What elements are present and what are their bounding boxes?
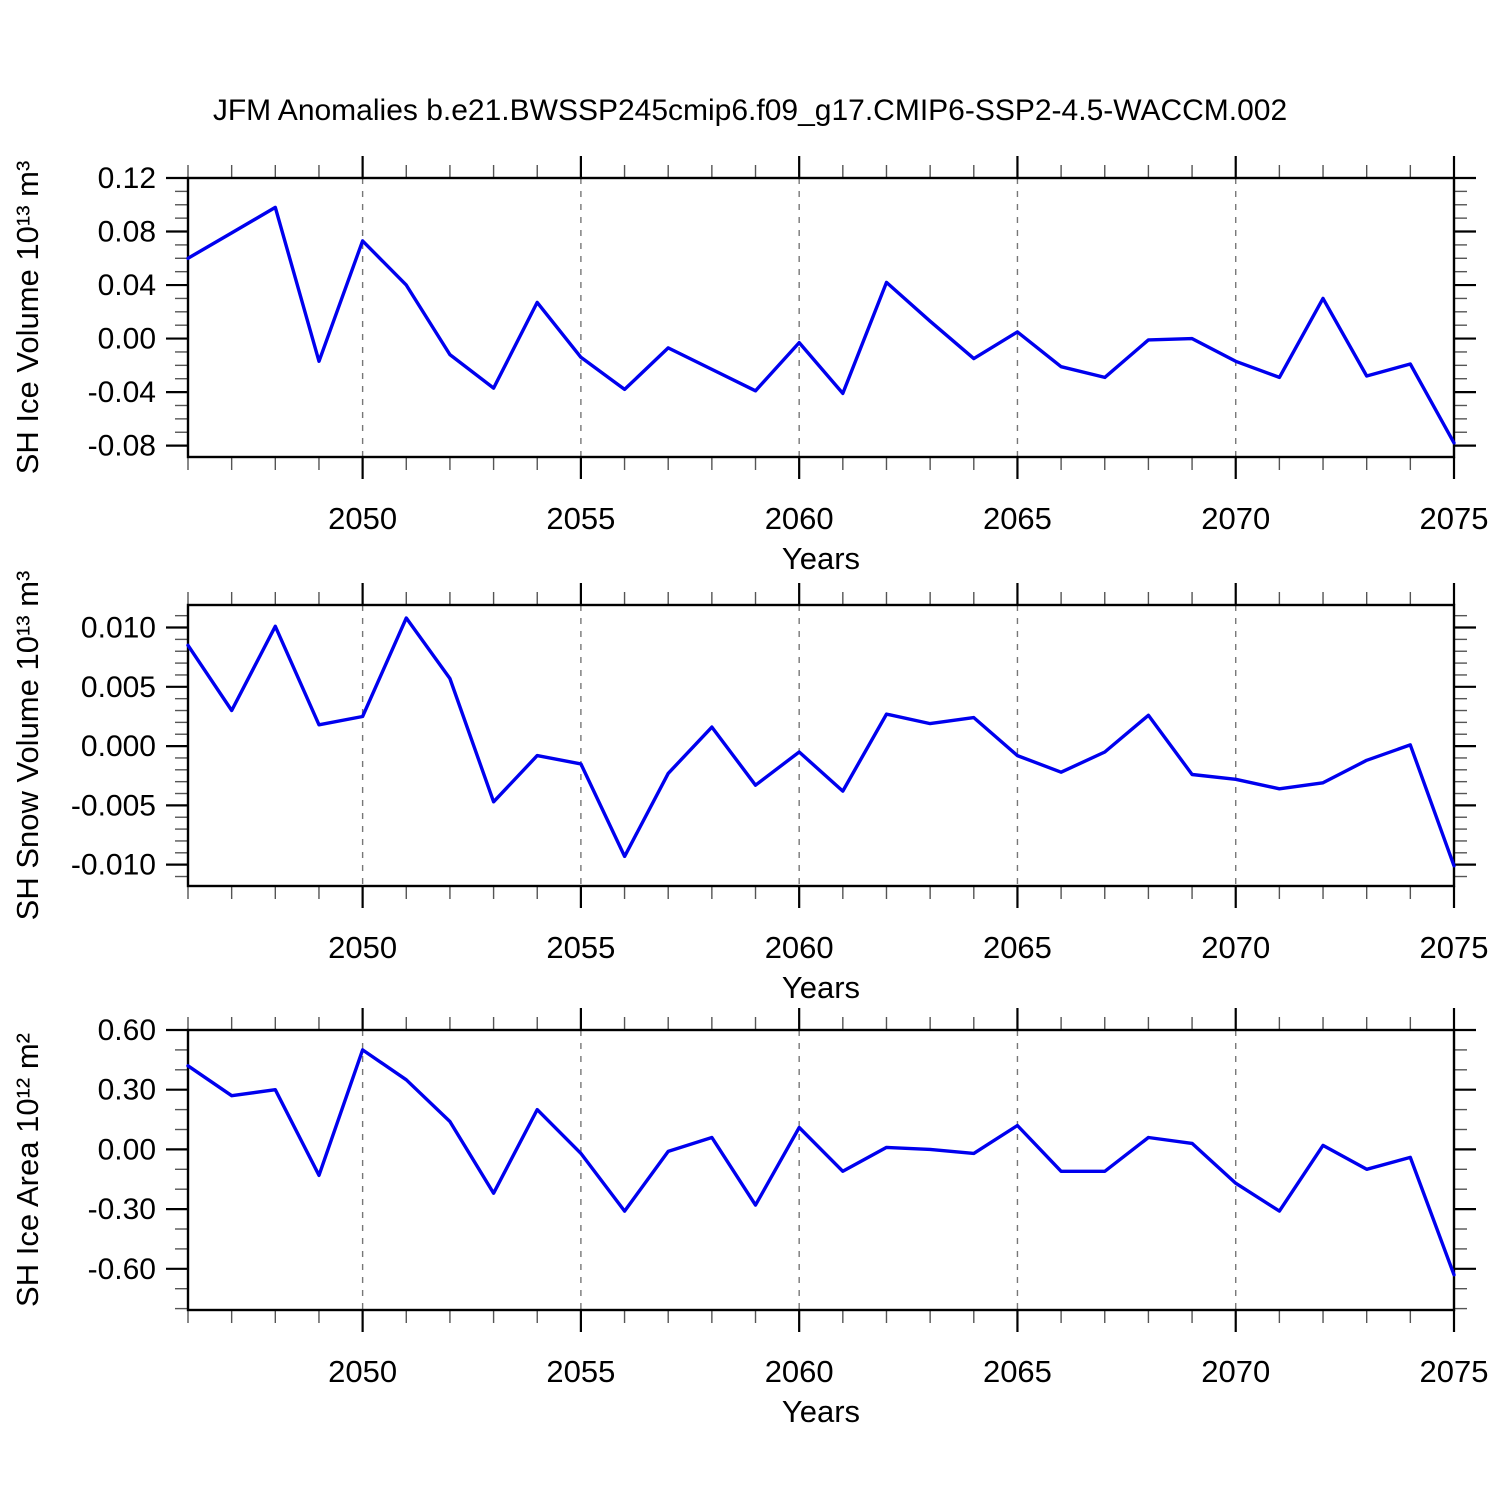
x-tick-label: 2060 (765, 501, 834, 536)
panel-frame (186, 176, 1456, 459)
y-tick-label: -0.010 (71, 849, 156, 882)
x-tick-label: 2055 (546, 930, 615, 965)
x-tick-label: 2065 (983, 1354, 1052, 1389)
y-tick-label: 0.000 (81, 730, 156, 763)
y-tick-label: 0.00 (98, 323, 156, 356)
y-axis-label: SH Ice Volume 10¹³ m³ (10, 161, 45, 475)
x-tick-label: 2075 (1420, 1354, 1489, 1389)
x-tick-label: 2070 (1201, 1354, 1270, 1389)
x-tick-label: 2070 (1201, 930, 1270, 965)
y-tick-label: -0.60 (88, 1253, 156, 1286)
y-tick-label: 0.010 (81, 612, 156, 645)
y-tick-label: 0.60 (98, 1014, 156, 1047)
x-tick-label: 2050 (328, 501, 397, 536)
x-tick-label: 2065 (983, 930, 1052, 965)
y-axis-label: SH Snow Volume 10¹³ m³ (10, 571, 45, 921)
panel-2: 0.010 0.005 0.000 -0.005 -0.010 2050 2055 2060 2… (10, 571, 1488, 1005)
y-tick-label: 0.30 (98, 1074, 156, 1107)
panel-3: 0.60 0.30 0.00 -0.30 -0.60 2050 2055 2060 2065 20… (10, 1008, 1488, 1429)
series-line (186, 205, 1456, 445)
x-tick-label: 2075 (1420, 930, 1489, 965)
x-tick-label: 2075 (1420, 501, 1489, 536)
series-line (186, 1048, 1456, 1277)
x-axis-label: Years (782, 541, 860, 576)
x-tick-label: 2060 (765, 1354, 834, 1389)
y-tick-label: -0.005 (71, 789, 156, 822)
chart-title: JFM Anomalies b.e21.BWSSP245cmip6.f09_g1… (212, 94, 1288, 127)
panel-frame (186, 1028, 1456, 1312)
panel-frame (186, 603, 1456, 888)
x-tick-label: 2055 (546, 501, 615, 536)
y-tick-label: 0.08 (98, 216, 156, 249)
y-tick-label: 0.04 (98, 269, 156, 302)
x-tick-label: 2070 (1201, 501, 1270, 536)
y-tick-label: -0.30 (88, 1193, 156, 1226)
panel-1: 0.12 0.08 0.04 0.00 -0.04 -0.08 2050 2055 2060 20… (10, 156, 1488, 576)
x-tick-label: 2050 (328, 930, 397, 965)
y-tick-label: 0.12 (98, 162, 156, 195)
x-axis-label: Years (782, 970, 860, 1005)
x-tick-label: 2055 (546, 1354, 615, 1389)
y-axis-label: SH Ice Area 10¹² m² (10, 1033, 45, 1307)
x-tick-label: 2065 (983, 501, 1052, 536)
y-tick-label: -0.04 (88, 376, 156, 409)
x-axis-label: Years (782, 1394, 860, 1429)
y-tick-label: -0.08 (88, 430, 156, 463)
y-tick-label: 0.005 (81, 671, 156, 704)
x-tick-label: 2060 (765, 930, 834, 965)
y-tick-label: 0.00 (98, 1133, 156, 1166)
series-line (186, 616, 1456, 868)
x-tick-label: 2050 (328, 1354, 397, 1389)
